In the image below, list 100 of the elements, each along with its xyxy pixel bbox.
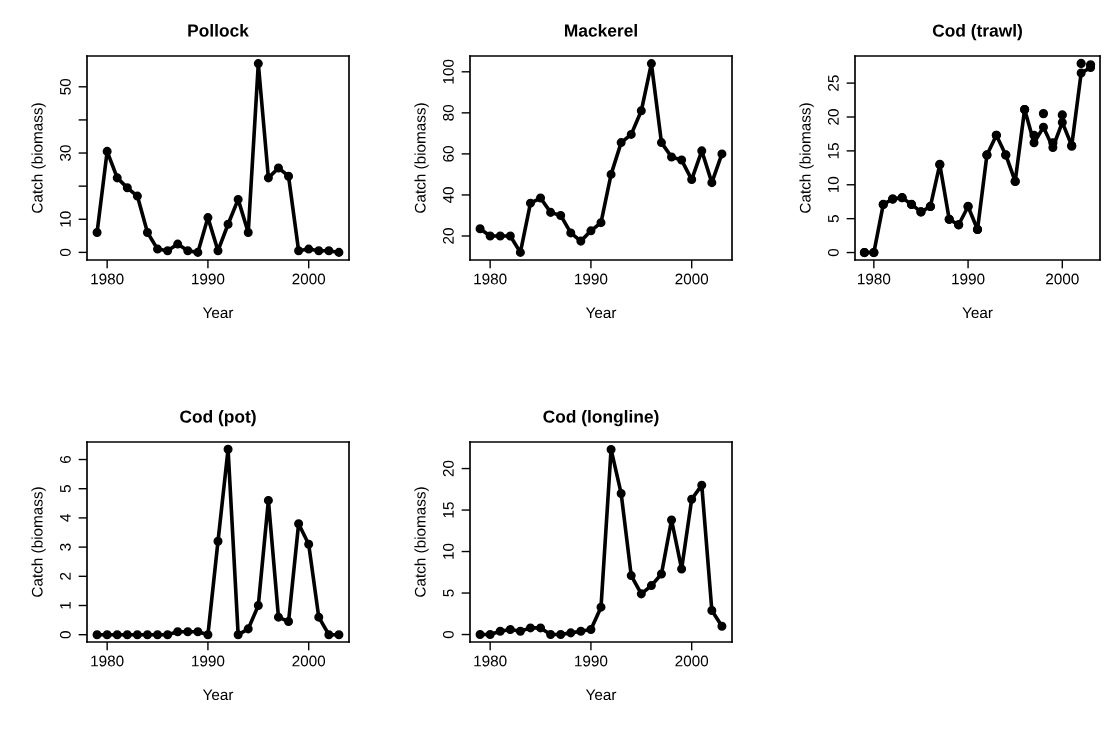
point <box>505 625 515 635</box>
point <box>213 536 223 546</box>
point <box>223 219 233 229</box>
point <box>183 627 193 637</box>
point <box>495 231 505 241</box>
y-axis-title: Catch (biomass) <box>799 103 814 213</box>
y-tick-label: 10 <box>827 176 839 193</box>
y-tick-label: 0 <box>59 248 71 257</box>
point <box>273 612 283 622</box>
y-axis-title: Catch (biomass) <box>414 103 429 213</box>
y-tick-label: 40 <box>442 187 454 204</box>
point <box>233 194 243 204</box>
point <box>536 193 546 203</box>
y-tick-label: 5 <box>443 589 454 597</box>
point <box>142 630 152 640</box>
point <box>102 146 112 156</box>
point <box>1038 122 1048 132</box>
point <box>485 231 495 241</box>
x-tick-label: 1990 <box>952 273 985 285</box>
point <box>546 207 556 217</box>
point <box>193 247 203 257</box>
point <box>253 600 263 611</box>
point <box>1038 108 1049 119</box>
chart-title: Cod (pot) <box>180 409 256 427</box>
point <box>485 630 495 640</box>
point <box>122 630 132 640</box>
x-tick-label: 1980 <box>91 655 124 667</box>
point <box>536 623 546 633</box>
point <box>646 581 656 591</box>
point <box>294 246 304 256</box>
point <box>1029 130 1039 140</box>
y-tick-label: 10 <box>59 211 71 227</box>
point <box>233 630 243 640</box>
point <box>525 623 535 633</box>
y-tick-label: 5 <box>60 485 71 493</box>
point <box>606 169 616 179</box>
point <box>576 626 586 636</box>
point <box>646 59 656 69</box>
y-tick-label: 6 <box>59 455 71 463</box>
point <box>334 630 344 640</box>
point <box>677 155 687 165</box>
point <box>556 210 566 220</box>
point <box>707 605 717 615</box>
y-tick-label: 4 <box>60 514 71 522</box>
point <box>616 138 626 148</box>
x-axis-title: Year <box>202 307 234 319</box>
point <box>193 627 203 637</box>
x-tick-label: 1980 <box>474 655 507 667</box>
x-tick-label: 2000 <box>292 273 326 285</box>
y-tick-label: 0 <box>442 630 454 639</box>
x-tick-label: 2000 <box>675 655 709 667</box>
point <box>112 173 122 183</box>
y-tick-label: 30 <box>59 145 71 161</box>
chart-title: Pollock <box>188 23 249 37</box>
point <box>606 444 616 454</box>
point <box>173 627 183 637</box>
point <box>304 539 314 549</box>
point <box>586 625 596 635</box>
chart-title: Cod (longline) <box>543 409 659 427</box>
point <box>1057 117 1067 127</box>
point <box>263 495 273 505</box>
point <box>112 630 122 640</box>
point <box>1057 110 1067 120</box>
point <box>636 106 646 116</box>
point <box>163 630 173 640</box>
point <box>153 244 163 254</box>
point <box>697 480 707 490</box>
point <box>707 178 717 188</box>
point <box>122 183 132 193</box>
y-tick-label: 0 <box>59 631 71 639</box>
point <box>566 228 576 238</box>
point <box>656 138 666 148</box>
y-tick-label: 20 <box>442 460 454 477</box>
point <box>243 624 253 634</box>
x-tick-label: 2000 <box>292 655 326 667</box>
point <box>556 630 566 640</box>
x-tick-label: 1980 <box>91 273 124 285</box>
x-tick-label: 2000 <box>1046 273 1079 285</box>
point <box>586 226 596 236</box>
point <box>982 150 992 160</box>
point <box>636 589 646 599</box>
x-tick-label: 1980 <box>858 273 891 285</box>
point <box>243 227 253 238</box>
y-tick-label: 80 <box>442 104 454 121</box>
point <box>505 231 515 241</box>
x-tick-label: 1990 <box>575 273 608 285</box>
x-axis-title: Year <box>585 689 617 701</box>
point <box>294 519 304 529</box>
point <box>717 621 727 631</box>
point <box>314 246 324 256</box>
y-tick-label: 10 <box>442 543 454 559</box>
point <box>566 628 576 638</box>
point <box>132 630 142 640</box>
point <box>667 152 677 162</box>
point <box>596 218 606 228</box>
point <box>142 227 152 238</box>
point <box>515 626 525 636</box>
y-axis-title: Catch (biomass) <box>414 487 429 597</box>
point <box>687 175 697 185</box>
point <box>1076 68 1086 78</box>
